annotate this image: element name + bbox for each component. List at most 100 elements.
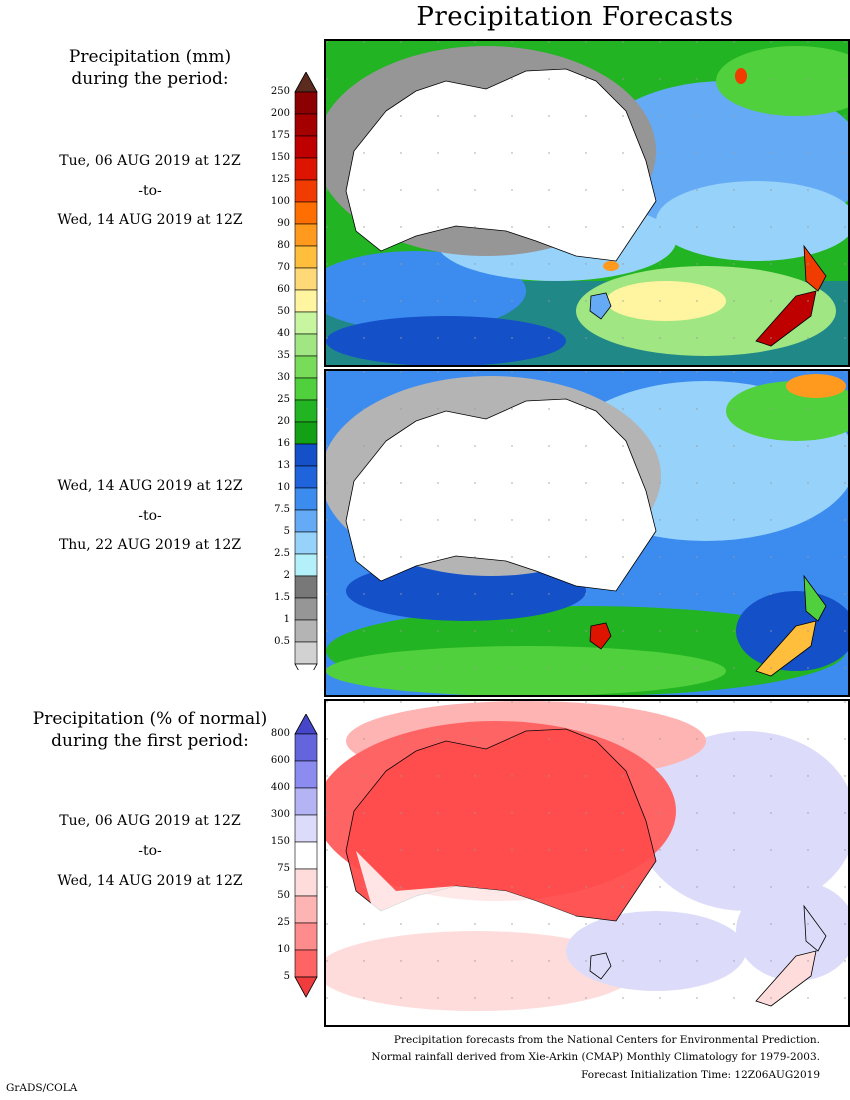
pct-scale-label: 75	[277, 863, 290, 874]
pct-scale-bottom-arrow	[294, 976, 318, 998]
mm-scale-swatch	[294, 487, 318, 511]
pct-heading-line2: during the first period:	[51, 731, 249, 751]
mm-scale-label: 35	[277, 350, 290, 361]
pct-scale-label: 400	[270, 782, 290, 793]
mm-scale-label: 2	[283, 570, 290, 581]
mm-scale-label: 16	[277, 438, 290, 449]
mm-scale-swatch	[294, 377, 318, 401]
pct-scale-swatch	[294, 841, 318, 870]
mm-scale-swatch	[294, 597, 318, 621]
period1-end: Wed, 14 AUG 2019 at 12Z	[57, 212, 243, 228]
map-period2-mm	[324, 369, 850, 697]
pct-heading: Precipitation (% of normal) during the f…	[10, 708, 290, 752]
mm-scale-top-arrow	[294, 72, 318, 93]
mm-scale-swatch	[294, 201, 318, 225]
mm-heading: Precipitation (mm) during the period:	[10, 46, 290, 90]
mm-scale-label: 175	[270, 130, 290, 141]
pct-scale-label: 25	[277, 917, 290, 928]
mm-scale-swatch	[294, 509, 318, 533]
mm-scale-swatch	[294, 333, 318, 357]
period2-end: Thu, 22 AUG 2019 at 12Z	[58, 537, 242, 553]
pct-heading-line1: Precipitation (% of normal)	[32, 709, 268, 729]
footer-init-time-line: Forecast Initialization Time: 12Z06AUG20…	[581, 1069, 820, 1081]
pct-scale-swatch	[294, 814, 318, 843]
mm-scale-label: 60	[277, 284, 290, 295]
pct-scale-swatch	[294, 922, 318, 951]
mm-scale-label: 2.5	[274, 548, 290, 559]
mm-scale-swatch	[294, 443, 318, 467]
mm-scale-label: 20	[277, 416, 290, 427]
pct-color-scale	[294, 714, 318, 998]
mm-scale-label: 200	[270, 108, 290, 119]
period2-separator: -to-	[138, 508, 162, 524]
period1-start: Tue, 06 AUG 2019 at 12Z	[59, 153, 241, 169]
pct-scale-label: 600	[270, 755, 290, 766]
mm-scale-swatch	[294, 91, 318, 115]
mm-scale-label: 13	[277, 460, 290, 471]
mm-scale-swatch	[294, 575, 318, 599]
map-period1-pct-normal	[324, 699, 850, 1027]
pct-scale-swatch	[294, 949, 318, 978]
mm-scale-swatch	[294, 641, 318, 665]
mm-heading-line2: during the period:	[71, 69, 229, 89]
grads-credit: GrADS/COLA	[6, 1082, 78, 1094]
mm-color-scale	[294, 72, 318, 670]
mm-scale-swatch	[294, 267, 318, 291]
mm-scale-label: 90	[277, 218, 290, 229]
mm-scale-swatch	[294, 465, 318, 489]
mm-heading-line1: Precipitation (mm)	[68, 47, 232, 67]
map-period1-mm	[324, 39, 850, 367]
page-title: Precipitation Forecasts	[416, 2, 734, 32]
mm-scale-label: 100	[270, 196, 290, 207]
mm-scale-label: 5	[283, 526, 290, 537]
mm-scale-swatch	[294, 223, 318, 247]
mm-scale-label: 30	[277, 372, 290, 383]
mm-scale-label: 0.5	[274, 636, 290, 647]
pct-scale-top-arrow	[294, 714, 318, 735]
mm-scale-swatch	[294, 135, 318, 159]
mm-scale-swatch	[294, 619, 318, 643]
period1-separator: -to-	[138, 183, 162, 199]
pct-scale-swatch	[294, 787, 318, 816]
period3-separator: -to-	[138, 843, 162, 859]
mm-scale-label: 40	[277, 328, 290, 339]
period3-start: Tue, 06 AUG 2019 at 12Z	[59, 813, 241, 829]
mm-scale-label: 1.5	[274, 592, 290, 603]
pct-scale-swatch	[294, 760, 318, 789]
period2-start: Wed, 14 AUG 2019 at 12Z	[57, 478, 243, 494]
footer-source-line: Precipitation forecasts from the Nationa…	[393, 1034, 820, 1046]
mm-scale-swatch	[294, 553, 318, 577]
mm-scale-swatch	[294, 531, 318, 555]
mm-scale-label: 80	[277, 240, 290, 251]
mm-scale-label: 1	[283, 614, 290, 625]
mm-scale-label: 50	[277, 306, 290, 317]
mm-scale-swatch	[294, 245, 318, 269]
pct-scale-label: 50	[277, 890, 290, 901]
pct-scale-label: 5	[283, 971, 290, 982]
mm-scale-label: 7.5	[274, 504, 290, 515]
mm-scale-label: 70	[277, 262, 290, 273]
pct-scale-swatch	[294, 733, 318, 762]
pct-scale-label: 800	[270, 728, 290, 739]
mm-scale-label: 25	[277, 394, 290, 405]
mm-scale-swatch	[294, 113, 318, 137]
footer-climatology-line: Normal rainfall derived from Xie-Arkin (…	[371, 1051, 820, 1063]
mm-scale-swatch	[294, 289, 318, 313]
mm-scale-swatch	[294, 355, 318, 379]
pct-scale-label: 300	[270, 809, 290, 820]
period3-end: Wed, 14 AUG 2019 at 12Z	[57, 873, 243, 889]
mm-scale-label: 125	[270, 174, 290, 185]
mm-scale-label: 10	[277, 482, 290, 493]
mm-scale-swatch	[294, 399, 318, 423]
pct-scale-swatch	[294, 895, 318, 924]
mm-scale-bottom-arrow	[294, 663, 318, 670]
mm-scale-swatch	[294, 421, 318, 445]
mm-scale-swatch	[294, 311, 318, 335]
mm-scale-swatch	[294, 179, 318, 203]
pct-scale-label: 150	[270, 836, 290, 847]
mm-scale-swatch	[294, 157, 318, 181]
pct-scale-label: 10	[277, 944, 290, 955]
pct-scale-swatch	[294, 868, 318, 897]
mm-scale-label: 150	[270, 152, 290, 163]
mm-scale-label: 250	[270, 86, 290, 97]
